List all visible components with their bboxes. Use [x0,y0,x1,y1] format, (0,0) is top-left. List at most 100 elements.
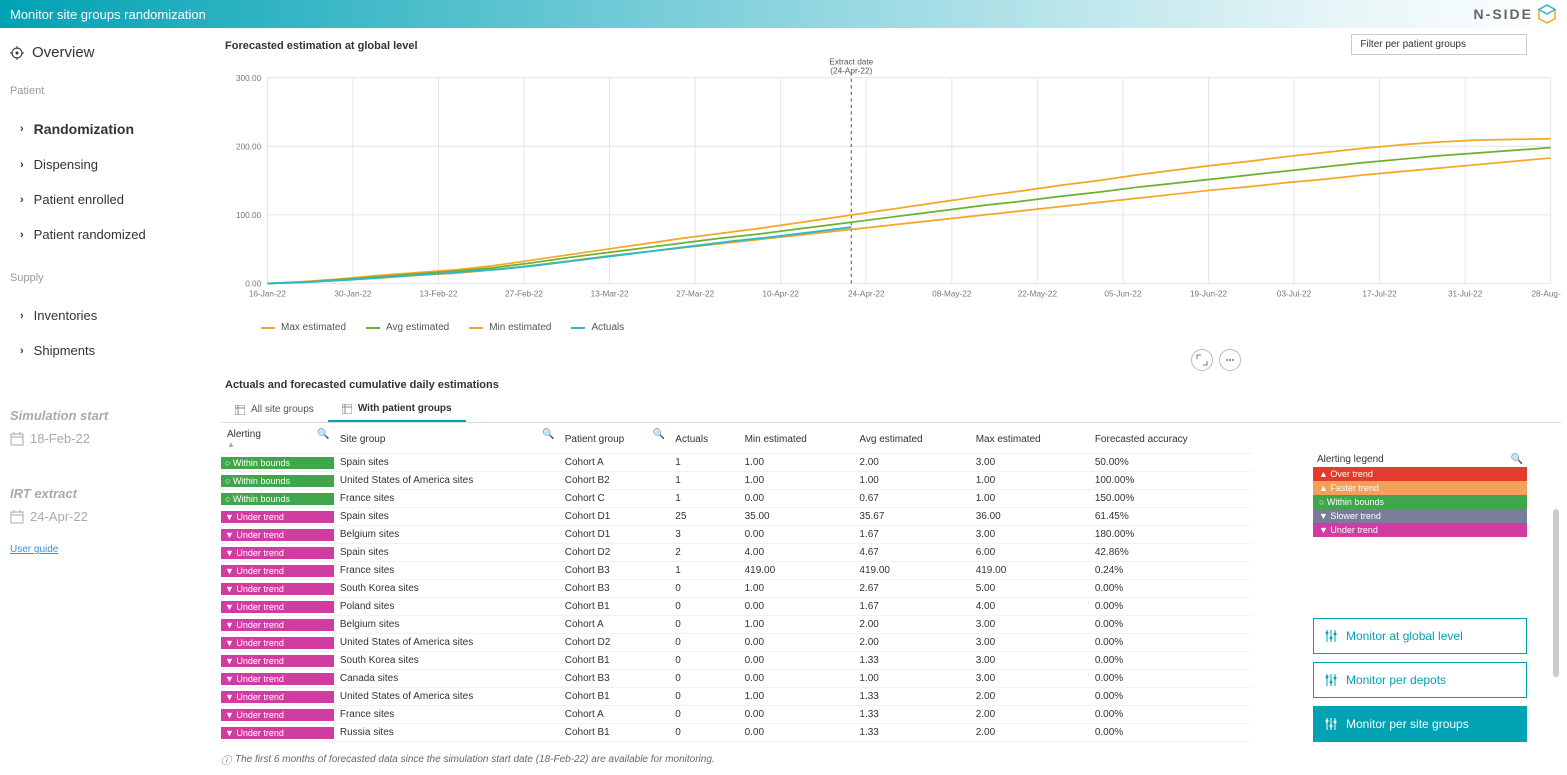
table-row[interactable]: ▼ Under trend Spain sitesCohort D224.004… [221,544,1251,562]
table-row[interactable]: ▼ Under trend Canada sitesCohort B300.00… [221,670,1251,688]
search-icon[interactable]: 🔍 [653,429,665,440]
chevron-right-icon: › [20,345,24,357]
sliders-icon [1324,717,1338,731]
chevron-right-icon: › [20,194,24,206]
logo-icon [1537,4,1557,24]
expand-button[interactable] [1191,349,1213,371]
svg-text:19-Jun-22: 19-Jun-22 [1190,288,1227,298]
sim-start-label: Simulation start [10,408,205,423]
alert-badge: ▼ Under trend [221,673,334,685]
search-icon[interactable]: 🔍 [1511,454,1523,465]
monitor-button-monitor-at-global-level[interactable]: Monitor at global level [1313,618,1527,654]
table-row[interactable]: ▼ Under trend Poland sitesCohort B100.00… [221,598,1251,616]
svg-text:31-Jul-22: 31-Jul-22 [1448,288,1483,298]
sidebar-item-inventories[interactable]: ›Inventories [10,298,205,333]
tab-all-site-groups[interactable]: All site groups [221,397,328,422]
col-min-estimated[interactable]: Min estimated [739,425,854,454]
table-row[interactable]: ▼ Under trend Russia sitesCohort B100.00… [221,724,1251,742]
alert-legend-row: ▼ Under trend [1313,523,1527,537]
target-icon [10,46,24,60]
search-icon[interactable]: 🔍 [317,429,329,440]
table-row[interactable]: ○ Within bounds Spain sitesCohort A11.00… [221,454,1251,472]
alert-legend-row: ○ Within bounds [1313,495,1527,509]
legend-item: Max estimated [261,322,346,333]
col-avg-estimated[interactable]: Avg estimated [853,425,969,454]
table-row[interactable]: ▼ Under trend United States of America s… [221,688,1251,706]
monitor-button-monitor-per-depots[interactable]: Monitor per depots [1313,662,1527,698]
calendar-icon [10,432,24,446]
search-icon[interactable]: 🔍 [542,429,554,440]
alert-badge: ▼ Under trend [221,691,334,703]
svg-text:300.00: 300.00 [236,73,261,83]
scrollbar-thumb[interactable] [1553,509,1559,677]
tab-with-patient-groups[interactable]: With patient groups [328,397,466,422]
col-max-estimated[interactable]: Max estimated [970,425,1089,454]
table-row[interactable]: ▼ Under trend Belgium sitesCohort A01.00… [221,616,1251,634]
table-tabs: All site groupsWith patient groups [221,397,1561,423]
expand-icon [1196,354,1208,366]
table-icon [342,404,352,414]
table-title: Actuals and forecasted cumulative daily … [225,379,1561,391]
svg-text:05-Jun-22: 05-Jun-22 [1104,288,1141,298]
svg-text:16-Jan-22: 16-Jan-22 [249,288,286,298]
sidebar-item-dispensing[interactable]: ›Dispensing [10,147,205,182]
col-alerting[interactable]: Alerting▲🔍 [221,425,334,454]
alert-badge: ▼ Under trend [221,655,334,667]
table-row[interactable]: ▼ Under trend South Korea sitesCohort B3… [221,580,1251,598]
sidebar-item-patient-enrolled[interactable]: ›Patient enrolled [10,182,205,217]
alert-badge: ▼ Under trend [221,601,334,613]
col-patient-group[interactable]: Patient group🔍 [559,425,670,454]
alert-legend-row: ▲ Over trend [1313,467,1527,481]
irt-date: 24-Apr-22 [10,509,205,524]
page-title: Monitor site groups randomization [10,7,206,22]
table-row[interactable]: ○ Within bounds United States of America… [221,472,1251,490]
sidebar: Overview Patient ›Randomization›Dispensi… [0,28,215,775]
svg-text:24-Apr-22: 24-Apr-22 [848,288,885,298]
sidebar-item-shipments[interactable]: ›Shipments [10,333,205,368]
dots-icon [1224,354,1236,366]
logo: N-SIDE [1474,4,1557,24]
table-row[interactable]: ▼ Under trend United States of America s… [221,634,1251,652]
chevron-right-icon: › [20,229,24,241]
legend-item: Min estimated [469,322,551,333]
svg-text:17-Jul-22: 17-Jul-22 [1362,288,1397,298]
table-row[interactable]: ▼ Under trend France sitesCohort B31419.… [221,562,1251,580]
chart-legend: Max estimatedAvg estimatedMin estimatedA… [261,322,1561,333]
col-site-group[interactable]: Site group🔍 [334,425,559,454]
overview-link[interactable]: Overview [10,44,205,61]
svg-text:08-May-22: 08-May-22 [932,288,972,298]
more-button[interactable] [1219,349,1241,371]
svg-text:(24-Apr-22): (24-Apr-22) [830,65,872,75]
table-row[interactable]: ▼ Under trend South Korea sitesCohort B1… [221,652,1251,670]
filter-patient-groups-button[interactable]: Filter per patient groups [1351,34,1527,55]
alert-badge: ○ Within bounds [221,475,334,487]
topbar: Monitor site groups randomization N-SIDE [0,0,1567,28]
alert-badge: ▼ Under trend [221,619,334,631]
user-guide-link[interactable]: User guide [10,544,205,555]
forecast-chart: 0.00 100.00 200.00 300.00 16-Jan-22 30-Jan-22… [221,56,1561,316]
svg-text:100.00: 100.00 [236,210,261,220]
monitor-button-monitor-per-site-groups[interactable]: Monitor per site groups [1313,706,1527,742]
sliders-icon [1324,629,1338,643]
alert-badge: ○ Within bounds [221,457,334,469]
sidebar-item-randomization[interactable]: ›Randomization [10,111,205,147]
chevron-right-icon: › [20,310,24,322]
svg-text:22-May-22: 22-May-22 [1018,288,1058,298]
svg-text:200.00: 200.00 [236,141,261,151]
col-actuals[interactable]: Actuals [669,425,738,454]
data-table: Alerting▲🔍Site group🔍Patient group🔍Actua… [221,425,1251,742]
table-row[interactable]: ▼ Under trend Belgium sitesCohort D130.0… [221,526,1251,544]
svg-text:13-Feb-22: 13-Feb-22 [420,288,458,298]
svg-text:28-Aug-22: 28-Aug-22 [1531,288,1561,298]
table-row[interactable]: ○ Within bounds France sitesCohort C10.0… [221,490,1251,508]
sliders-icon [1324,673,1338,687]
table-row[interactable]: ▼ Under trend Spain sitesCohort D12535.0… [221,508,1251,526]
col-forecasted-accuracy[interactable]: Forecasted accuracy [1089,425,1251,454]
sidebar-item-patient-randomized[interactable]: ›Patient randomized [10,217,205,252]
table-row[interactable]: ▼ Under trend France sitesCohort A00.001… [221,706,1251,724]
alert-badge: ▼ Under trend [221,529,334,541]
svg-text:30-Jan-22: 30-Jan-22 [334,288,371,298]
monitor-buttons: Monitor at global level Monitor per depot… [1313,618,1527,742]
svg-text:27-Feb-22: 27-Feb-22 [505,288,543,298]
svg-text:0.00: 0.00 [245,279,261,289]
